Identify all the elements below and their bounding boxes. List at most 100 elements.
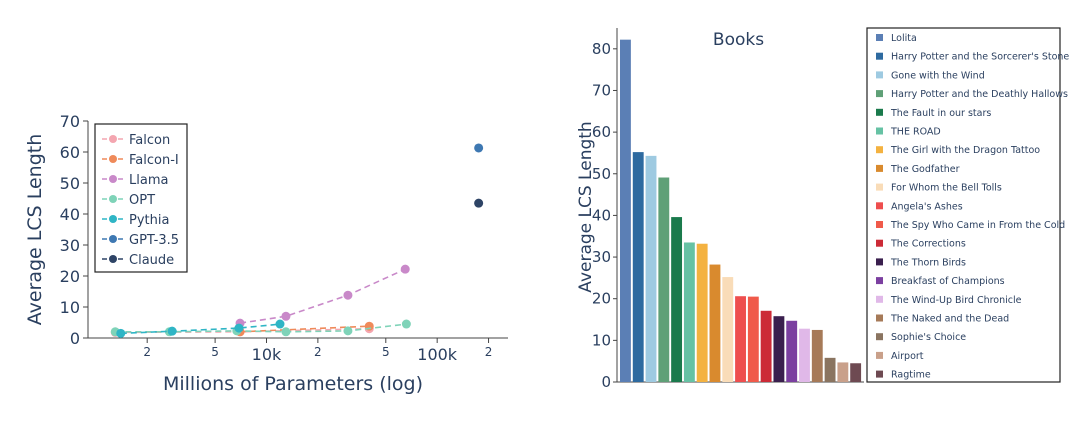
legend-swatch bbox=[876, 258, 883, 266]
x-axis-title: Millions of Parameters (log) bbox=[163, 373, 423, 395]
legend-marker bbox=[109, 235, 117, 243]
legend-label: The Godfather bbox=[890, 164, 960, 175]
chart-title: Books bbox=[713, 30, 764, 50]
series-line bbox=[240, 325, 370, 333]
legend-label: Falcon bbox=[129, 133, 170, 148]
series-falcon-i bbox=[235, 321, 374, 337]
legend-label: The Wind-Up Bird Chronicle bbox=[890, 295, 1022, 306]
legend-swatch bbox=[876, 370, 883, 378]
legend-marker bbox=[109, 155, 117, 163]
y-axis-title: Average LCS Length bbox=[24, 134, 46, 326]
y-tick-label: 30 bbox=[60, 236, 80, 255]
legend-label: Claude bbox=[129, 253, 174, 268]
y-axis-title: Average LCS Length bbox=[576, 121, 596, 292]
bar bbox=[671, 217, 683, 382]
legend-label: Lolita bbox=[891, 33, 917, 44]
legend-swatch bbox=[876, 333, 883, 341]
series-llama bbox=[235, 264, 410, 328]
bar bbox=[645, 155, 657, 382]
bar bbox=[620, 39, 631, 383]
lcs-vs-params-chart: 0 10 20 30 40 50 60 70 2 5 10k 2 5 100k 2 Millions of P… bbox=[24, 112, 508, 395]
legend-label: Llama bbox=[129, 173, 168, 188]
legend-swatch bbox=[876, 183, 883, 191]
legend-marker bbox=[109, 255, 117, 263]
x-tick-label: 2 bbox=[485, 345, 493, 359]
legend-swatch bbox=[876, 90, 883, 98]
data-point bbox=[281, 327, 291, 337]
data-point bbox=[474, 198, 484, 208]
data-point bbox=[234, 323, 244, 333]
y-tick-label: 0 bbox=[70, 329, 80, 348]
legend-swatch bbox=[876, 71, 883, 79]
x-tick-label: 10k bbox=[252, 345, 282, 364]
data-point bbox=[343, 326, 353, 336]
legend-marker bbox=[109, 175, 117, 183]
legend-label: OPT bbox=[129, 193, 155, 208]
bar bbox=[811, 329, 823, 382]
y-tick-label: 10 bbox=[592, 331, 611, 349]
bar bbox=[722, 277, 734, 382]
legend-swatch bbox=[876, 295, 883, 303]
legend-label: The Thorn Birds bbox=[890, 257, 966, 268]
bar bbox=[735, 296, 746, 382]
y-tick-label: 20 bbox=[60, 267, 80, 286]
y-tick-label: 70 bbox=[592, 81, 611, 99]
legend-swatch bbox=[876, 202, 883, 210]
series-pythia bbox=[116, 319, 285, 338]
x-tick-label: 100k bbox=[417, 345, 458, 364]
series-gpt-3-5 bbox=[474, 143, 484, 153]
x-tick-label: 2 bbox=[143, 345, 151, 359]
x-tick-label: 2 bbox=[314, 345, 322, 359]
legend-label: The Naked and the Dead bbox=[890, 314, 1009, 325]
legend-swatch bbox=[876, 127, 883, 135]
legend-swatch bbox=[876, 277, 883, 285]
legend-label: THE ROAD bbox=[890, 127, 941, 138]
legend-label: The Spy Who Came in From the Cold bbox=[890, 220, 1065, 231]
legend-label: GPT-3.5 bbox=[129, 233, 179, 248]
y-tick-label: 40 bbox=[60, 205, 80, 224]
data-point bbox=[343, 290, 353, 300]
data-point bbox=[281, 311, 291, 321]
legend-swatch bbox=[876, 164, 883, 172]
series-claude bbox=[474, 198, 484, 208]
y-tick-label: 50 bbox=[60, 174, 80, 193]
bar bbox=[658, 177, 670, 382]
series-line bbox=[239, 268, 406, 324]
bar bbox=[747, 296, 759, 382]
bar bbox=[683, 242, 695, 382]
legend-label: Airport bbox=[891, 351, 924, 362]
legend-label: For Whom the Bell Tolls bbox=[891, 183, 1002, 194]
legend-label: Harry Potter and the Sorcerer's Stone bbox=[891, 52, 1069, 63]
legend-label: Angela's Ashes bbox=[891, 201, 963, 212]
data-point bbox=[275, 319, 285, 329]
data-point bbox=[167, 326, 177, 336]
legend-label: The Girl with the Dragon Tattoo bbox=[890, 145, 1040, 156]
bar bbox=[773, 316, 785, 382]
legend-marker bbox=[109, 195, 117, 203]
data-point bbox=[474, 143, 484, 153]
y-tick-label: 40 bbox=[592, 206, 611, 224]
series-line bbox=[120, 323, 281, 335]
legend-swatch bbox=[876, 34, 883, 41]
legend-label: Gone with the Wind bbox=[891, 70, 985, 81]
bar bbox=[799, 328, 810, 382]
data-point bbox=[400, 264, 410, 274]
y-tick-label: 0 bbox=[601, 373, 611, 391]
y-tick-label: 30 bbox=[592, 248, 611, 266]
legend-label: Falcon-I bbox=[129, 153, 179, 168]
legend-label: Sophie's Choice bbox=[891, 332, 966, 343]
legend-marker bbox=[109, 215, 117, 223]
bar bbox=[696, 243, 708, 382]
y-tick-label: 60 bbox=[592, 123, 611, 141]
y-tick-label: 50 bbox=[592, 165, 611, 183]
y-tick-label: 10 bbox=[60, 298, 80, 317]
y-tick-label: 60 bbox=[60, 143, 80, 162]
legend-box bbox=[866, 27, 1061, 383]
bar bbox=[837, 362, 849, 382]
bar bbox=[760, 310, 772, 382]
bar bbox=[786, 320, 798, 382]
bar bbox=[709, 264, 721, 382]
x-tick-label: 5 bbox=[211, 345, 219, 359]
data-point bbox=[116, 328, 126, 338]
bar bbox=[824, 357, 836, 382]
